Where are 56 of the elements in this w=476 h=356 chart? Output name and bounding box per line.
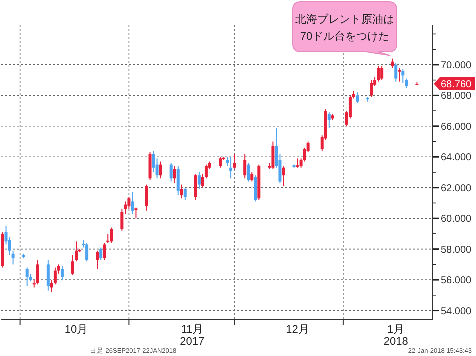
candlestick	[219, 156, 222, 168]
candlestick	[370, 80, 374, 98]
candlestick	[198, 172, 201, 190]
candlestick	[110, 227, 114, 244]
y-tick-label: 62.000	[441, 183, 472, 194]
candlestick	[170, 162, 173, 182]
y-tick-label: 66.000	[441, 122, 472, 133]
candlestick	[398, 68, 402, 82]
candlestick	[230, 156, 233, 180]
candlestick	[272, 141, 275, 170]
y-tick-label: 58.000	[441, 244, 472, 256]
y-tick-label: 60.000	[441, 214, 472, 226]
candlestick	[72, 254, 74, 276]
y-tick-label: 54.000	[441, 306, 472, 318]
candlestick	[103, 242, 106, 261]
annotation: 北海ブレント原油は 70ドル台をつけた	[296, 13, 394, 43]
candlestick	[26, 267, 29, 287]
candlestick	[36, 260, 40, 286]
candlestick	[180, 184, 184, 200]
y-tick-label: 68.000	[441, 91, 472, 102]
candlestick	[96, 250, 100, 270]
y-tick-label: 64.000	[441, 152, 472, 164]
candlestick	[176, 166, 180, 196]
candlestick	[254, 175, 258, 202]
x-tick-label: 12月	[286, 324, 310, 336]
candlestick	[391, 58, 394, 69]
candlestick	[131, 192, 134, 214]
candlestick	[60, 266, 64, 281]
candlestick	[86, 242, 89, 262]
y-tick-label: 70.000	[441, 60, 472, 72]
candlestick	[247, 162, 250, 182]
y-tick-label: 56.000	[441, 276, 472, 287]
candlestick	[244, 154, 247, 180]
candlestick	[184, 187, 187, 201]
candlestick	[159, 161, 162, 180]
candlestick	[173, 166, 176, 184]
candlestick	[145, 184, 148, 212]
candlestick	[233, 154, 236, 170]
x-tick-label: 1月 2018	[384, 324, 408, 348]
x-tick-label: 11月 2017	[180, 324, 205, 348]
candlestick	[356, 92, 359, 104]
candlestick	[128, 196, 131, 210]
candlestick	[296, 158, 300, 168]
candlestick	[134, 207, 138, 220]
candlestick	[282, 166, 286, 187]
candlestick	[377, 66, 380, 82]
x-tick-label: 10月	[64, 324, 88, 336]
candlestick	[402, 69, 405, 84]
candlestick	[394, 62, 398, 82]
candlestick	[328, 112, 331, 128]
candlestick	[46, 260, 50, 292]
candlestick	[194, 174, 198, 201]
candlestick	[100, 247, 103, 261]
text: 68.760	[441, 80, 472, 90]
candlestick	[380, 66, 384, 81]
candlestick	[250, 172, 254, 182]
